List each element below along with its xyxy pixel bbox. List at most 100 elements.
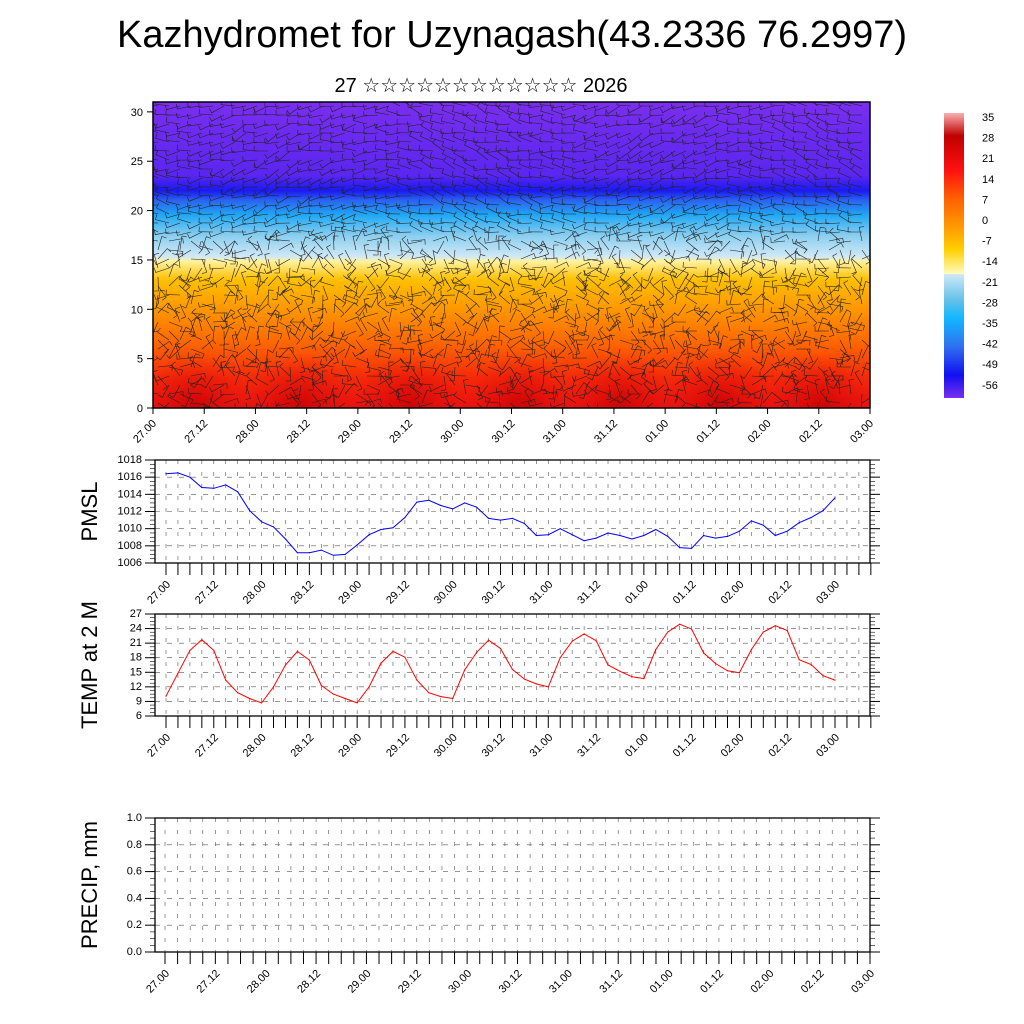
- wind-barb: [751, 293, 766, 305]
- wind-barb: [498, 282, 511, 296]
- wind-barb: [300, 267, 316, 275]
- colorbar-label: 14: [982, 174, 994, 186]
- wind-barb: [377, 236, 387, 251]
- wind-barb: [485, 295, 500, 305]
- wind-barb: [611, 348, 621, 363]
- wind-barb: [441, 105, 456, 116]
- wind-barb: [727, 187, 742, 197]
- wind-barb: [795, 339, 811, 346]
- wind-barb: [531, 266, 547, 272]
- wind-barb: [771, 122, 786, 134]
- wind-barb: [454, 290, 464, 305]
- wind-barb: [223, 348, 238, 358]
- wind-barb: [396, 152, 412, 161]
- wind-barb: [153, 267, 170, 273]
- wind-barb: [726, 224, 742, 233]
- wind-barb: [475, 194, 489, 206]
- wind-barb: [572, 102, 588, 107]
- data-point: [488, 639, 490, 641]
- wind-barb: [326, 244, 335, 260]
- wind-barb: [829, 375, 841, 390]
- wind-barb: [249, 253, 258, 269]
- wind-barb: [179, 330, 195, 338]
- wind-barb: [583, 114, 599, 122]
- wind-barb: [201, 339, 217, 350]
- wind-barb: [586, 381, 599, 395]
- wind-barb: [275, 312, 291, 319]
- wind-barb: [839, 355, 855, 361]
- wind-barb: [770, 102, 786, 107]
- wind-barb: [300, 375, 315, 385]
- wind-barb: [630, 384, 641, 400]
- wind-barb: [498, 357, 511, 371]
- wind-barb: [817, 317, 828, 332]
- wind-barb: [220, 132, 236, 139]
- wind-barb: [366, 249, 382, 257]
- wind-barb: [242, 168, 258, 176]
- wind-barb: [223, 398, 239, 404]
- wind-barb: [286, 140, 302, 146]
- wind-barb: [209, 141, 225, 147]
- wind-barb: [264, 138, 280, 145]
- wind-barb: [826, 320, 841, 332]
- wind-barb: [452, 158, 467, 170]
- wind-barb: [540, 240, 555, 251]
- wind-barb: [740, 309, 753, 323]
- wind-barb: [352, 190, 368, 197]
- wind-barb: [344, 344, 355, 359]
- data-point: [679, 547, 681, 549]
- wind-barb: [401, 235, 412, 251]
- wind-barb: [531, 353, 547, 359]
- wind-barb: [565, 308, 577, 323]
- wind-barb: [355, 339, 365, 355]
- wind-barb: [540, 186, 555, 197]
- wind-barb: [583, 186, 599, 192]
- data-point: [738, 672, 741, 674]
- wind-barb: [529, 241, 544, 251]
- wind-barb: [715, 173, 731, 180]
- wind-barb: [438, 102, 445, 107]
- wind-barb: [781, 276, 797, 283]
- wind-barb: [847, 210, 863, 216]
- wind-barb: [792, 238, 808, 245]
- warm-region: [355, 353, 465, 408]
- wind-barb: [502, 258, 511, 274]
- wind-barb: [220, 226, 236, 233]
- wind-barb: [187, 102, 203, 108]
- wind-barb: [838, 157, 852, 170]
- wind-barb: [496, 221, 511, 233]
- wind-barb: [333, 375, 349, 381]
- y-tick-label: 27: [130, 608, 142, 620]
- wind-barb: [638, 150, 654, 160]
- wind-barb: [716, 115, 731, 125]
- wind-barb: [528, 274, 544, 280]
- wind-barb: [594, 131, 610, 138]
- wind-barb: [572, 330, 588, 336]
- wind-barb: [825, 173, 841, 179]
- wind-barb: [176, 155, 192, 161]
- wind-barb: [366, 263, 382, 270]
- data-point: [320, 549, 322, 551]
- wind-barb: [597, 348, 612, 358]
- wind-barb: [224, 240, 236, 255]
- wind-barb: [256, 325, 264, 341]
- wind-barb: [172, 240, 181, 256]
- wind-barb: [205, 316, 214, 332]
- wind-barb: [245, 357, 260, 369]
- wind-barb: [330, 182, 346, 188]
- wind-barb: [409, 131, 423, 143]
- wind-barb: [267, 235, 276, 251]
- wind-barb: [264, 109, 280, 116]
- wind-barb: [773, 336, 786, 350]
- wind-barb: [583, 267, 599, 276]
- wind-barb: [509, 298, 518, 314]
- colorbar-label: -14: [982, 256, 998, 268]
- data-point: [834, 497, 836, 499]
- wind-barb: [465, 248, 481, 254]
- wind-barb: [153, 370, 159, 386]
- wind-barb: [649, 159, 665, 167]
- data-point: [619, 534, 621, 537]
- wind-barb: [583, 168, 599, 175]
- wind-barb: [487, 390, 503, 396]
- wind-barb: [454, 355, 470, 361]
